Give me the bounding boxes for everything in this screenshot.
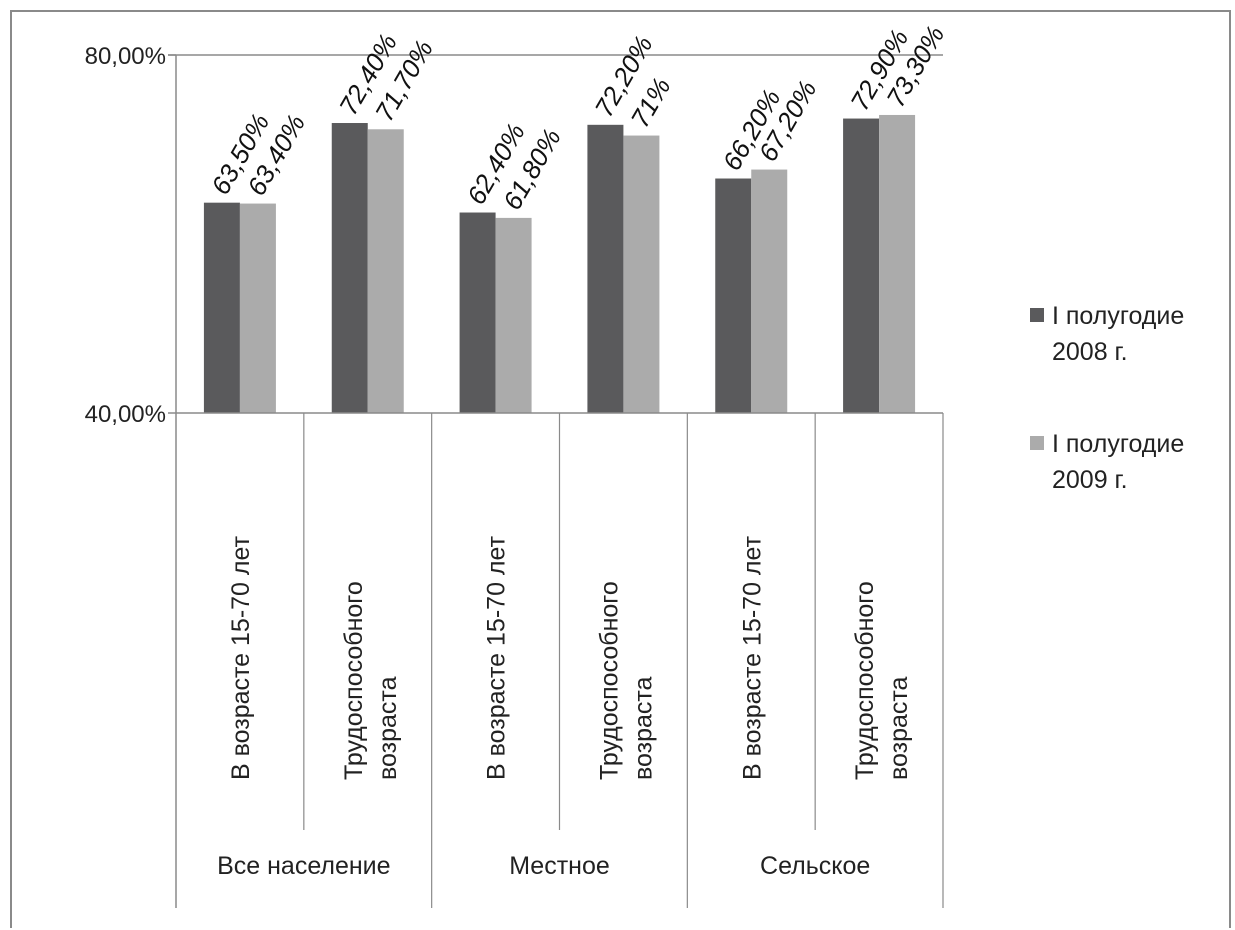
bar-2008-4	[715, 178, 752, 413]
bar-2009-1	[367, 129, 404, 413]
y-tick-label: 40,00%	[85, 401, 166, 428]
bar-2009-5	[879, 114, 916, 413]
group-label-0: Все население	[217, 852, 390, 880]
legend-swatch-2009	[1030, 436, 1044, 450]
category-label-2: В возрасте 15-70 лет	[483, 535, 511, 780]
y-tick-label: 80,00%	[85, 43, 166, 70]
bar-2008-2	[459, 212, 496, 413]
category-label-0: В возрасте 15-70 лет	[227, 535, 255, 780]
legend-swatch-2008	[1030, 308, 1044, 322]
group-label-1: Местное	[509, 852, 610, 880]
bar-2008-5	[843, 118, 880, 414]
bar-2009-4	[751, 169, 788, 413]
chart-frame	[10, 10, 1231, 928]
bar-2009-0	[239, 203, 276, 413]
bar-2008-0	[203, 202, 240, 413]
bar-2009-3	[623, 135, 660, 414]
bar-2009-2	[495, 217, 532, 413]
category-label-4: В возрасте 15-70 лет	[738, 535, 766, 780]
group-label-2: Сельское	[760, 852, 870, 880]
bar-2008-1	[331, 123, 368, 414]
bar-2008-3	[587, 124, 624, 413]
legend-label-2009: I полугодие 2009 г.	[1052, 430, 1185, 494]
category-label-3: Трудоспособного возраста	[595, 581, 657, 780]
category-label-1: Трудоспособного возраста	[340, 581, 402, 780]
category-label-5: Трудоспособного возраста	[851, 581, 913, 780]
legend-label-2008: I полугодие 2008 г.	[1052, 302, 1185, 366]
